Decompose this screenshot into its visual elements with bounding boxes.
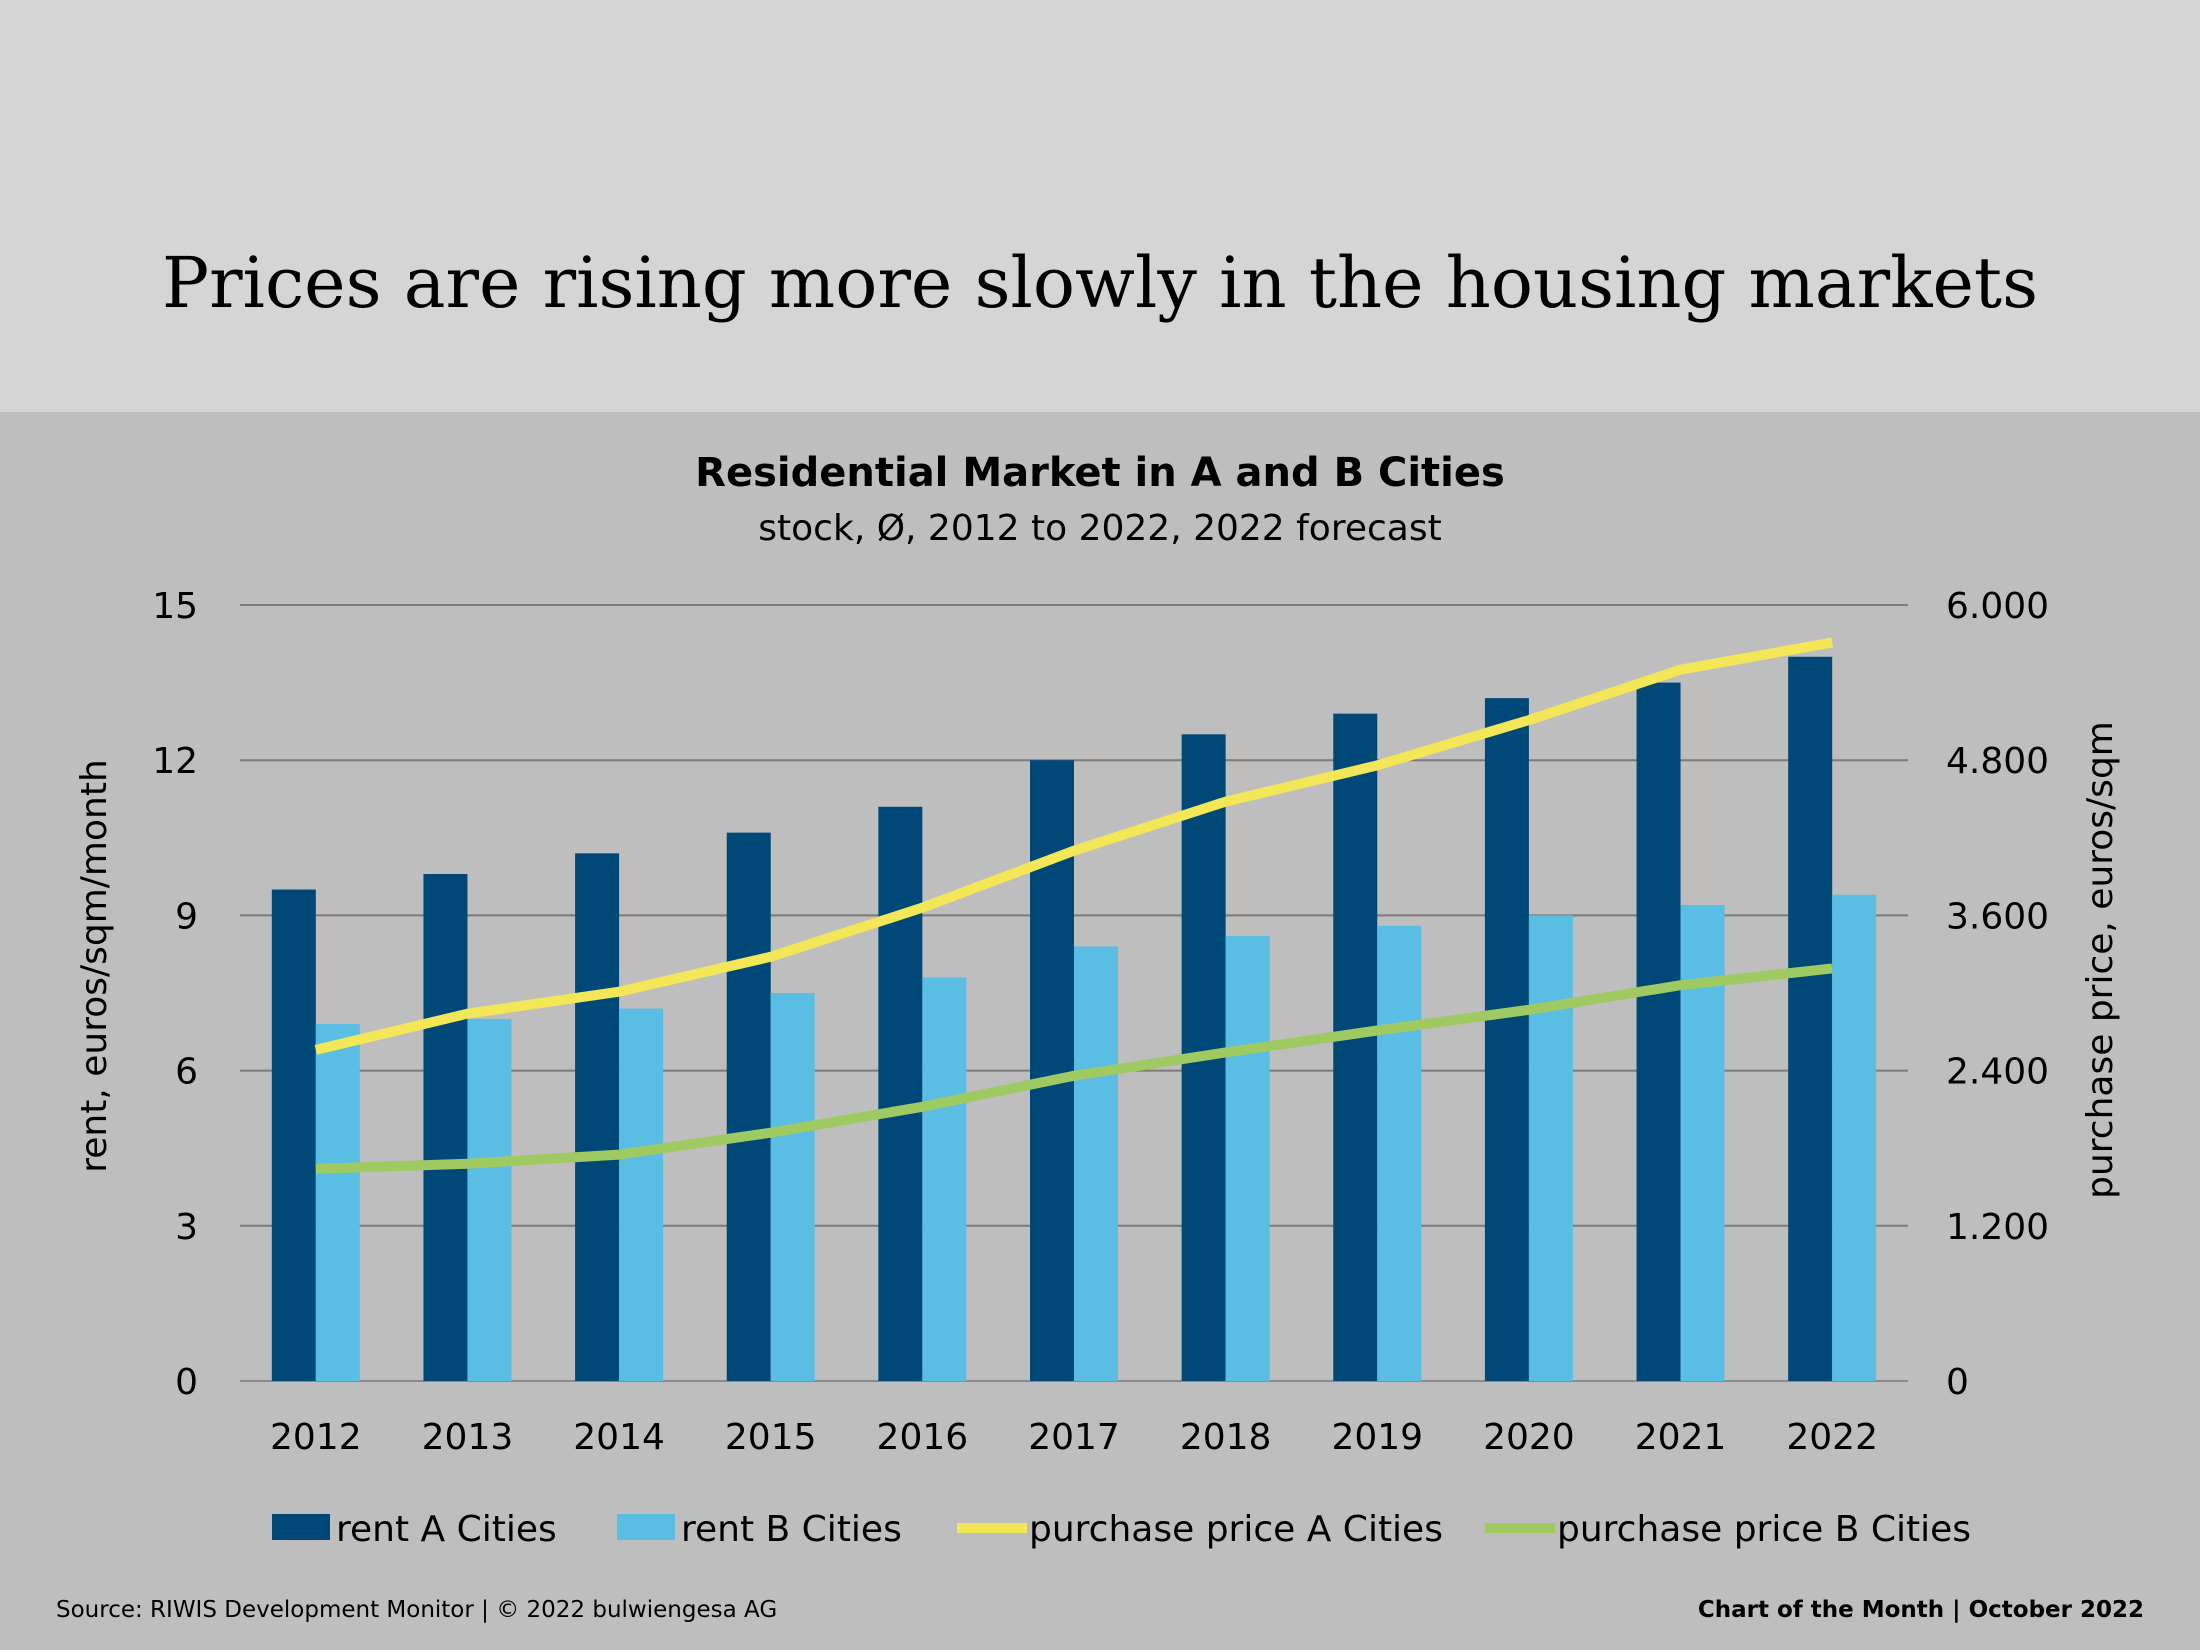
bar-rent-a-cities-2015 [726,832,771,1381]
bar-rent-a-cities-2014 [575,853,620,1381]
line-purchase-price-b-cities [315,963,1833,1174]
bar-rent-b-cities-2020 [1528,915,1573,1381]
left-tick-label: 3 [175,1207,198,1248]
legend: rent A Cities rent B Cities purchase price… [272,1509,1971,1550]
source-note: Source: RIWIS Development Monitor | © 20… [56,1597,778,1623]
line-purchase-price-a-cities [314,637,1834,1055]
left-tick-label: 12 [152,741,198,782]
x-tick-label: 2021 [1635,1417,1727,1458]
bar-rent-a-cities-2020 [1484,698,1529,1381]
bar-rent-b-cities-2014 [619,1008,664,1381]
bar-series [271,656,1877,1381]
bar-rent-b-cities-2016 [922,977,967,1381]
right-axis-ticks: 0 1.200 2.400 3.600 4.800 6.000 [1946,586,2049,1403]
bar-rent-a-cities-2021 [1636,682,1681,1381]
bar-rent-a-cities-2019 [1333,713,1378,1381]
x-tick-label: 2022 [1786,1417,1878,1458]
legend-label: purchase price A Cities [1029,1509,1443,1550]
left-axis-label: rent, euros/sqm/month [74,759,115,1173]
legend-label: rent A Cities [336,1509,557,1550]
bar-rent-a-cities-2022 [1788,656,1833,1381]
x-tick-label: 2018 [1180,1417,1272,1458]
bar-rent-b-cities-2012 [315,1024,360,1381]
x-tick-label: 2017 [1028,1417,1120,1458]
bar-rent-a-cities-2012 [271,889,316,1381]
left-axis-ticks: 0 3 6 9 12 15 [152,586,198,1403]
title-banner [0,0,2200,412]
slide-title: Prices are rising more slowly in the hou… [162,242,2038,324]
bar-rent-b-cities-2018 [1225,936,1270,1381]
chart-subtitle: stock, Ø, 2012 to 2022, 2022 forecast [758,508,1442,549]
left-tick-label: 0 [175,1362,198,1403]
right-tick-label: 1.200 [1946,1207,2049,1248]
bar-rent-a-cities-2013 [423,874,468,1381]
legend-swatch [272,1514,330,1540]
bar-rent-b-cities-2015 [770,993,815,1381]
line-series [314,637,1834,1174]
x-axis-ticks: 2012 2013 2014 2015 2016 2017 2018 2019 2020 2021… [270,1417,1878,1458]
chart-title: Residential Market in A and B Cities [695,450,1505,496]
right-tick-label: 0 [1946,1362,1969,1403]
x-tick-label: 2016 [877,1417,969,1458]
right-tick-label: 3.600 [1946,896,2049,937]
legend-label: purchase price B Cities [1557,1509,1971,1550]
chart-of-the-month-label: Chart of the Month | October 2022 [1697,1597,2144,1623]
left-tick-label: 15 [152,586,198,627]
left-tick-label: 6 [175,1052,198,1093]
x-tick-label: 2019 [1331,1417,1423,1458]
legend-swatch [617,1514,675,1540]
bar-rent-b-cities-2022 [1832,894,1877,1381]
bar-rent-b-cities-2013 [467,1018,512,1381]
x-tick-label: 2020 [1483,1417,1575,1458]
x-tick-label: 2014 [573,1417,665,1458]
right-tick-label: 4.800 [1946,741,2049,782]
legend-label: rent B Cities [681,1509,902,1550]
x-tick-label: 2012 [270,1417,362,1458]
x-tick-label: 2015 [725,1417,817,1458]
right-axis-label: purchase price, euros/sqm [2080,721,2121,1199]
bar-rent-b-cities-2017 [1074,946,1118,1381]
bar-rent-a-cities-2016 [878,806,923,1381]
right-tick-label: 6.000 [1946,586,2049,627]
right-tick-label: 2.400 [1946,1052,2049,1093]
bar-rent-b-cities-2019 [1377,925,1422,1381]
left-tick-label: 9 [175,896,198,937]
x-tick-label: 2013 [422,1417,514,1458]
